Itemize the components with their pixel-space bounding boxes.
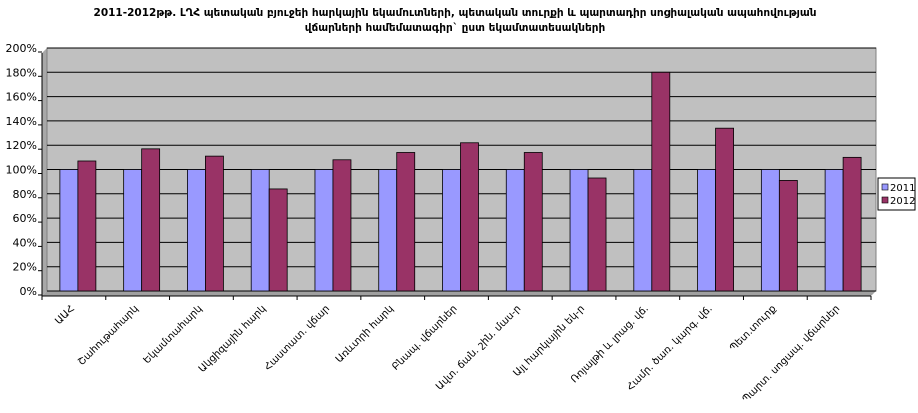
y-tick-label: 80%	[13, 188, 37, 201]
x-tick-label: Պետ.տուրք	[728, 303, 778, 353]
bar-2012	[268, 188, 288, 292]
bar-2011	[505, 169, 525, 292]
legend-label-2012: 2012	[890, 196, 915, 207]
x-tick-label: Ակցիզային հարկ	[197, 303, 268, 374]
plot-floor	[42, 291, 876, 296]
bar-2012	[396, 152, 416, 292]
bar-2012	[205, 155, 224, 292]
y-tick-label: 160%	[6, 91, 37, 104]
legend	[877, 177, 916, 211]
bar-2012	[715, 127, 734, 292]
y-tick-label: 0%	[20, 285, 37, 298]
x-tick-label: Առևտրի հարկ	[334, 303, 396, 365]
bar-2011	[314, 169, 334, 292]
y-tick-label: 120%	[6, 139, 37, 152]
legend-swatch-2012	[881, 196, 889, 204]
chart-title: 2011-2012թթ. ԼՂՀ պետական բյուջեի հարկայի…	[40, 6, 870, 36]
bar-2012	[778, 180, 798, 292]
legend-label-2011: 2011	[890, 183, 915, 194]
y-tick-label: 180%	[6, 66, 37, 79]
x-tick-label: Բնապ. վճարներ	[390, 303, 459, 372]
bar-2012	[141, 148, 161, 292]
bar-2011	[250, 169, 270, 292]
bar-2012	[460, 142, 479, 292]
bar-2011	[123, 169, 143, 292]
chart-title-line-1: 2011-2012թթ. ԼՂՀ պետական բյուջեի հարկայի…	[93, 7, 817, 19]
bar-2011	[760, 169, 780, 292]
bar-2011	[697, 169, 716, 292]
bar-2012	[651, 71, 671, 292]
y-tick-label: 60%	[13, 212, 37, 225]
y-tick-label: 20%	[13, 261, 37, 274]
legend-swatch-2011	[881, 183, 889, 191]
plot-side-wall	[42, 48, 47, 296]
x-tick-label: Այլ հարկային եկ-ր	[512, 303, 588, 379]
y-tick-label: 40%	[13, 236, 37, 249]
bar-2011	[59, 169, 79, 292]
bar-2012	[587, 177, 607, 292]
bar-2012	[523, 152, 543, 292]
bar-2012	[332, 159, 352, 292]
y-tick-label: 140%	[6, 115, 37, 128]
y-tick-label: 200%	[6, 42, 37, 55]
bar-2011	[378, 169, 398, 292]
x-tick-label: Շահութահարկ	[76, 303, 141, 368]
bar-2012	[842, 156, 862, 292]
bar-2011	[442, 169, 461, 292]
bar-2011	[824, 169, 844, 292]
bar-2011	[633, 169, 653, 292]
bar-2012	[77, 160, 97, 292]
x-tick-label: ԱԱՀ	[53, 303, 77, 327]
bar-2011	[569, 169, 589, 292]
x-tick-label: Հաստատ. վճար	[262, 303, 332, 373]
y-tick-label: 100%	[6, 164, 37, 177]
bar-2011	[187, 169, 206, 292]
chart-title-line-2: վճարների համեմատագիր` ըստ եկամտատեսակներ…	[304, 22, 606, 34]
x-tick-label: Եկամտահարկ	[142, 303, 205, 366]
